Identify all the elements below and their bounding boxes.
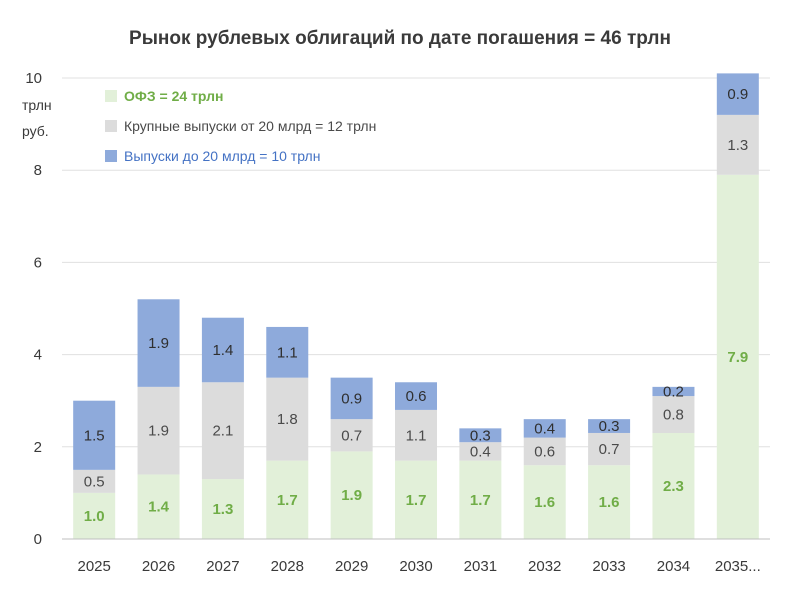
- y-tick-label: 10: [25, 70, 42, 87]
- bar-segment: [588, 432, 631, 466]
- data-label: 0.4: [534, 420, 555, 437]
- x-tick-label: 2034: [657, 558, 690, 575]
- data-label: 1.1: [277, 344, 298, 361]
- data-label: 1.3: [727, 137, 748, 154]
- x-tick-label: 2031: [464, 558, 497, 575]
- x-tick-label: 2035...: [715, 558, 761, 575]
- data-label: 1.7: [470, 492, 491, 509]
- bar-segment: [588, 419, 631, 433]
- data-label: 1.9: [148, 423, 169, 440]
- legend-entry: ОФЗ = 24 трлн: [124, 88, 223, 104]
- bar-segment: [716, 174, 759, 539]
- data-label: 0.3: [599, 418, 620, 435]
- bar-segment: [137, 474, 180, 539]
- y-axis-label-line-2: руб.: [22, 123, 49, 139]
- bar-segment: [266, 460, 309, 539]
- bar-segment: [73, 492, 116, 539]
- chart-title: Рынок рублевых облигаций по дате погашен…: [129, 28, 671, 49]
- bar-segment: [73, 469, 116, 493]
- data-label: 1.7: [277, 492, 298, 509]
- bars: 1.0 0.5 1.5 1.4 1.9 1.9 1.3 2.1 1.4 1.7 1.8 1.1 1.9 0…: [73, 73, 759, 539]
- data-label: 1.7: [406, 492, 427, 509]
- legend: ОФЗ = 24 трлн Крупные выпуски от 20 млрд …: [105, 88, 376, 164]
- bar-segment: [330, 451, 373, 539]
- y-tick-label: 2: [34, 439, 42, 456]
- data-label: 0.9: [727, 86, 748, 103]
- x-tick-label: 2028: [271, 558, 304, 575]
- bar-segment: [330, 377, 373, 420]
- data-label: 0.5: [84, 473, 105, 490]
- data-label: 0.2: [663, 383, 684, 400]
- data-label: 1.1: [406, 427, 427, 444]
- data-label: 1.8: [277, 411, 298, 428]
- x-tick-label: 2033: [592, 558, 625, 575]
- bar-segment: [73, 400, 116, 470]
- data-label: 0.6: [406, 388, 427, 405]
- bar-segment: [266, 377, 309, 461]
- x-tick-label: 2025: [77, 558, 110, 575]
- bar-segment: [716, 73, 759, 115]
- bar-segment: [137, 386, 180, 475]
- y-axis-label-line-1: трлн: [22, 97, 52, 113]
- data-label: 1.9: [148, 335, 169, 352]
- data-label: 0.7: [341, 427, 362, 444]
- x-tick-label: 2032: [528, 558, 561, 575]
- bar-segment: [395, 382, 437, 410]
- y-tick-label: 4: [34, 347, 42, 364]
- x-tick-label: 2027: [206, 558, 239, 575]
- data-label: 1.4: [148, 499, 170, 516]
- data-label: 0.8: [663, 407, 684, 424]
- data-label: 1.0: [84, 508, 105, 525]
- bar-segment: [137, 299, 180, 387]
- legend-entry: Крупные выпуски от 20 млрд = 12 трлн: [124, 118, 376, 134]
- bar-segment: [201, 479, 244, 539]
- bar-segment: [652, 396, 695, 433]
- legend-swatch: [105, 150, 117, 162]
- data-label: 1.3: [212, 501, 233, 518]
- bar-segment: [395, 409, 437, 461]
- y-axis: трлн руб. 0 2 4 6 8 10: [22, 70, 52, 548]
- data-label: 0.6: [534, 443, 555, 460]
- bar-segment: [459, 442, 502, 461]
- data-label: 2.3: [663, 478, 684, 495]
- x-tick-label: 2026: [142, 558, 175, 575]
- data-label: 0.4: [470, 443, 491, 460]
- y-tick-label: 8: [34, 162, 42, 179]
- bar-segment: [201, 317, 244, 383]
- y-tick-label: 6: [34, 254, 42, 271]
- bar-segment: [201, 382, 244, 480]
- x-tick-label: 2029: [335, 558, 368, 575]
- data-label: 0.9: [341, 390, 362, 407]
- y-tick-label: 0: [34, 531, 42, 548]
- data-label: 2.1: [212, 423, 233, 440]
- bar-segment: [459, 428, 502, 443]
- bar-segment: [330, 419, 373, 452]
- bar-segment: [523, 465, 566, 539]
- bar-segment: [266, 326, 309, 378]
- x-tick-label: 2030: [399, 558, 432, 575]
- bar-segment: [716, 114, 759, 175]
- x-axis: 2025 2026 2027 2028 2029 2030 2031 2032 2033 2034…: [62, 538, 770, 575]
- bar-segment: [523, 437, 566, 466]
- data-label: 1.6: [534, 494, 555, 511]
- bar-segment: [395, 460, 437, 539]
- data-label: 1.9: [341, 487, 362, 504]
- data-label: 7.9: [727, 349, 748, 366]
- data-label: 1.6: [599, 494, 620, 511]
- data-label: 1.5: [84, 427, 105, 444]
- bar-segment: [459, 460, 502, 539]
- data-label: 0.3: [470, 427, 491, 444]
- data-label: 1.4: [212, 342, 233, 359]
- legend-entry: Выпуски до 20 млрд = 10 трлн: [124, 148, 320, 164]
- bar-segment: [523, 419, 566, 438]
- data-label: 0.7: [599, 441, 620, 458]
- bar-segment: [652, 386, 695, 397]
- legend-swatch: [105, 90, 117, 102]
- bar-segment: [652, 432, 695, 539]
- legend-swatch: [105, 120, 117, 132]
- bar-segment: [588, 465, 631, 539]
